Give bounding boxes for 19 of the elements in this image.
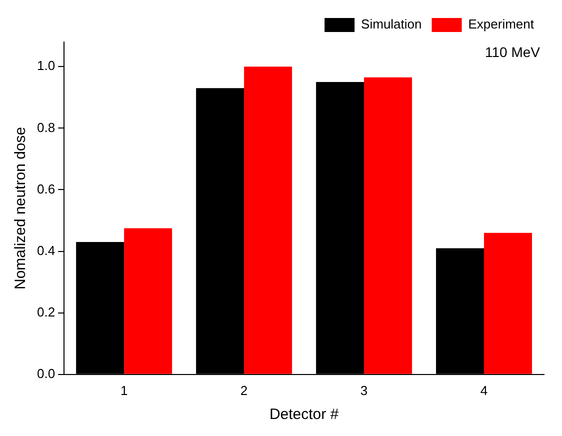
y-tick-label: 0.6 <box>36 181 56 196</box>
y-tick-label: 0.2 <box>36 304 56 320</box>
x-tick-label: 2 <box>240 382 248 398</box>
annotation: 110 MeV <box>485 44 541 60</box>
y-tick-label: 1.0 <box>36 58 56 74</box>
bar <box>364 77 412 374</box>
x-tick-label: 4 <box>480 382 488 398</box>
x-tick-label: 1 <box>120 382 128 398</box>
legend-label: Experiment <box>468 16 534 32</box>
y-tick-label: 0.4 <box>36 242 56 258</box>
x-tick-label: 3 <box>360 382 368 398</box>
y-tick-label: 0.8 <box>36 120 56 135</box>
x-axis-title: Detector # <box>269 406 340 424</box>
bar <box>484 232 532 374</box>
bar <box>244 66 292 374</box>
y-axis-title: Nomalized neutron dose <box>12 126 30 290</box>
bar <box>124 228 172 374</box>
legend-label: Simulation <box>361 16 422 32</box>
y-tick-label: 0.0 <box>36 366 56 381</box>
